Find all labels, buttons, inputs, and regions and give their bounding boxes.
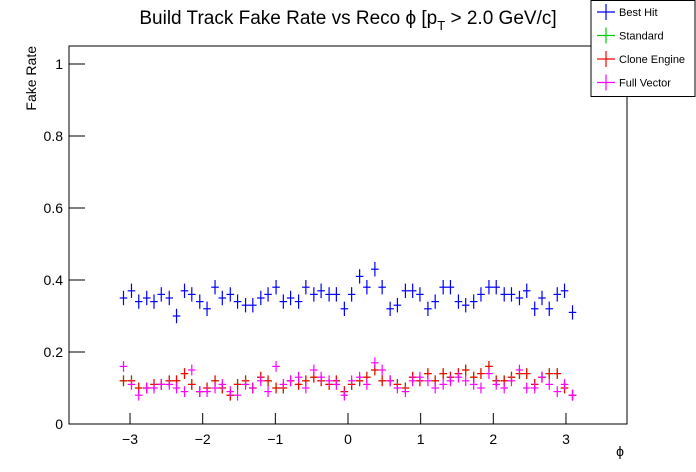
x-tick-label: −1 xyxy=(267,431,283,447)
x-tick-label: 1 xyxy=(417,431,425,447)
y-tick-label: 1 xyxy=(55,56,63,72)
x-tick-label: 0 xyxy=(344,431,352,447)
x-axis-label: ϕ xyxy=(616,443,624,459)
title-subscript: T xyxy=(437,18,445,33)
chart-title: Build Track Fake Rate vs Reco ϕ [pT > 2.… xyxy=(139,8,556,33)
x-tick-label: 3 xyxy=(562,431,570,447)
legend-label: Full Vector xyxy=(619,78,671,90)
x-tick-label: −2 xyxy=(195,431,211,447)
x-tick-label: −3 xyxy=(122,431,138,447)
title-end: > 2.0 GeV/c] xyxy=(445,8,556,29)
y-tick-label: 0.4 xyxy=(44,272,64,288)
series xyxy=(119,262,577,324)
legend-label: Best Hit xyxy=(619,7,658,19)
y-axis-label: Fake Rate xyxy=(23,46,39,111)
title-main: Build Track Fake Rate vs Reco ϕ [p xyxy=(139,8,437,29)
series xyxy=(119,357,577,401)
y-tick-label: 0.8 xyxy=(44,128,64,144)
legend: Best Hit Standard Clone Engine Full Vector xyxy=(590,0,696,97)
legend-box xyxy=(590,0,696,97)
y-tick-label: 0 xyxy=(55,416,63,432)
y-tick-label: 0.2 xyxy=(44,344,64,360)
legend-label: Clone Engine xyxy=(619,54,685,66)
legend-label: Standard xyxy=(619,31,664,43)
x-tick-label: 2 xyxy=(489,431,497,447)
y-tick-label: 0.6 xyxy=(44,200,64,216)
